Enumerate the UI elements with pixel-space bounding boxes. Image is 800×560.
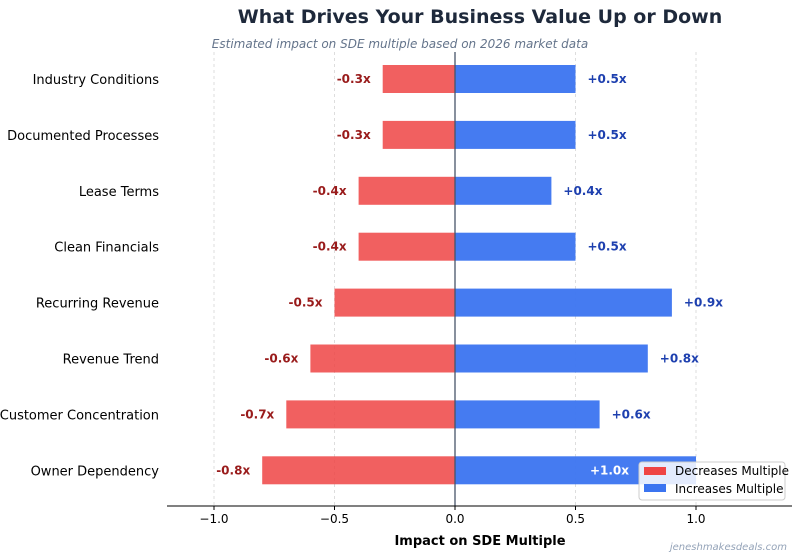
bar-label-decrease: -0.4x (313, 240, 347, 254)
bar-label-increase: +0.8x (660, 352, 699, 366)
bar-label-increase: +1.0x (590, 463, 629, 477)
bar-increase (455, 344, 648, 373)
category-label: Industry Conditions (33, 73, 160, 88)
bar-label-decrease: -0.6x (264, 352, 298, 366)
chart-title: What Drives Your Business Value Up or Do… (238, 6, 723, 28)
x-tick-label: 0.5 (566, 512, 585, 526)
bar-decrease (358, 176, 455, 205)
bar-decrease (382, 120, 455, 149)
category-label: Owner Dependency (31, 464, 160, 479)
bar-decrease (334, 288, 455, 317)
bar-decrease (262, 456, 455, 485)
bar-label-decrease: -0.7x (240, 407, 274, 421)
x-axis-label: Impact on SDE Multiple (394, 534, 565, 549)
legend-swatch-increases (644, 484, 666, 492)
x-tick-label: −1.0 (199, 512, 228, 526)
category-label: Clean Financials (54, 241, 159, 256)
category-label: Lease Terms (79, 185, 159, 200)
bar-increase (455, 120, 576, 149)
legend-label-decreases: Decreases Multiple (675, 464, 789, 478)
bar-label-increase: +0.5x (588, 128, 627, 142)
category-label: Customer Concentration (0, 408, 159, 423)
bar-label-decrease: -0.3x (337, 72, 371, 86)
legend-swatch-decreases (644, 467, 666, 475)
bar-decrease (286, 400, 455, 429)
bar-label-increase: +0.5x (588, 240, 627, 254)
legend: Decreases Multiple Increases Multiple (638, 461, 789, 501)
bar-decrease (358, 232, 455, 261)
bar-label-increase: +0.5x (588, 72, 627, 86)
legend-label-increases: Increases Multiple (675, 482, 784, 496)
bar-label-decrease: -0.3x (337, 128, 371, 142)
bar-increase (455, 232, 576, 261)
bar-label-decrease: -0.5x (289, 296, 323, 310)
bar-label-increase: +0.4x (563, 184, 602, 198)
legend-box (638, 461, 786, 501)
category-label: Documented Processes (7, 129, 159, 144)
x-tick-label: 0.0 (445, 512, 464, 526)
bar-increase (455, 176, 552, 205)
bar-decrease (310, 344, 455, 373)
bar-decrease (382, 65, 455, 93)
bar-label-decrease: -0.4x (313, 184, 347, 198)
bar-increase (455, 400, 600, 429)
x-tick-label: −0.5 (320, 512, 349, 526)
chart-subtitle: Estimated impact on SDE multiple based o… (212, 37, 588, 51)
category-label: Recurring Revenue (36, 297, 159, 312)
bar-label-increase: +0.6x (612, 407, 651, 421)
bar-label-decrease: -0.8x (216, 463, 250, 477)
bar-increase (455, 65, 576, 93)
bar-label-increase: +0.9x (684, 296, 723, 310)
bar-increase (455, 288, 672, 317)
watermark: jeneshmakesdeals.com (668, 542, 787, 553)
x-tick-label: 1.0 (686, 512, 705, 526)
category-label: Revenue Trend (63, 353, 159, 368)
